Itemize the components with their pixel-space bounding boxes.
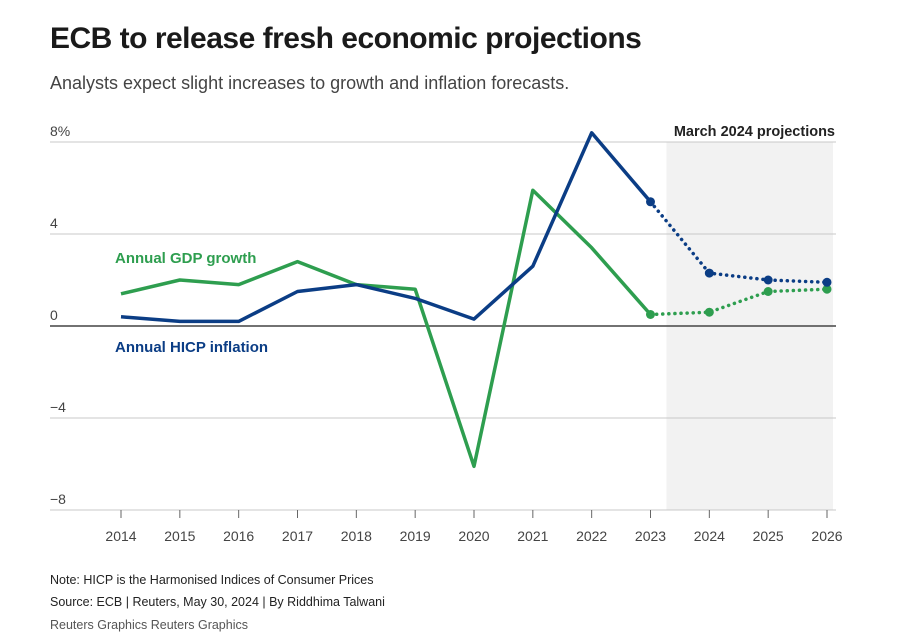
y-tick-label: −4 xyxy=(50,399,66,415)
chart-note: Note: HICP is the Harmonised Indices of … xyxy=(50,573,374,587)
x-tick-label: 2016 xyxy=(223,528,254,544)
x-tick-label: 2017 xyxy=(282,528,313,544)
series-label: Annual GDP growth xyxy=(115,250,256,267)
data-point xyxy=(704,268,714,278)
data-point xyxy=(763,287,773,296)
brand-credit: Reuters Graphics Reuters Graphics xyxy=(50,618,248,632)
data-point xyxy=(704,307,714,317)
series-line-1 xyxy=(120,131,652,324)
series-label: Annual HICP inflation xyxy=(115,339,268,356)
projection-label: March 2024 projections xyxy=(674,124,835,140)
chart-source: Source: ECB | Reuters, May 30, 2024 | By… xyxy=(50,595,385,609)
projection-line-1 xyxy=(648,200,829,285)
data-point xyxy=(822,277,832,287)
chart-title: ECB to release fresh economic projection… xyxy=(50,22,642,55)
y-tick-label: 8% xyxy=(50,123,70,139)
x-tick-label: 2014 xyxy=(105,528,136,544)
x-tick-label: 2018 xyxy=(341,528,372,544)
projection-line-0 xyxy=(648,287,829,317)
x-tick-label: 2020 xyxy=(458,528,489,544)
x-tick-label: 2026 xyxy=(811,528,842,544)
series-line-0 xyxy=(120,188,652,469)
chart-subtitle: Analysts expect slight increases to grow… xyxy=(50,73,570,93)
x-tick-label: 2019 xyxy=(400,528,431,544)
data-point xyxy=(646,310,655,319)
x-tick-label: 2025 xyxy=(753,528,784,544)
x-tick-label: 2024 xyxy=(694,528,725,544)
x-tick-label: 2023 xyxy=(635,528,666,544)
y-tick-label: 0 xyxy=(50,307,58,323)
x-tick-label: 2022 xyxy=(576,528,607,544)
x-tick-label: 2015 xyxy=(164,528,195,544)
y-tick-label: −8 xyxy=(50,491,66,507)
data-point xyxy=(822,284,832,294)
data-point xyxy=(763,275,773,285)
data-point xyxy=(646,197,655,207)
y-tick-label: 4 xyxy=(50,215,58,231)
x-tick-label: 2021 xyxy=(517,528,548,544)
